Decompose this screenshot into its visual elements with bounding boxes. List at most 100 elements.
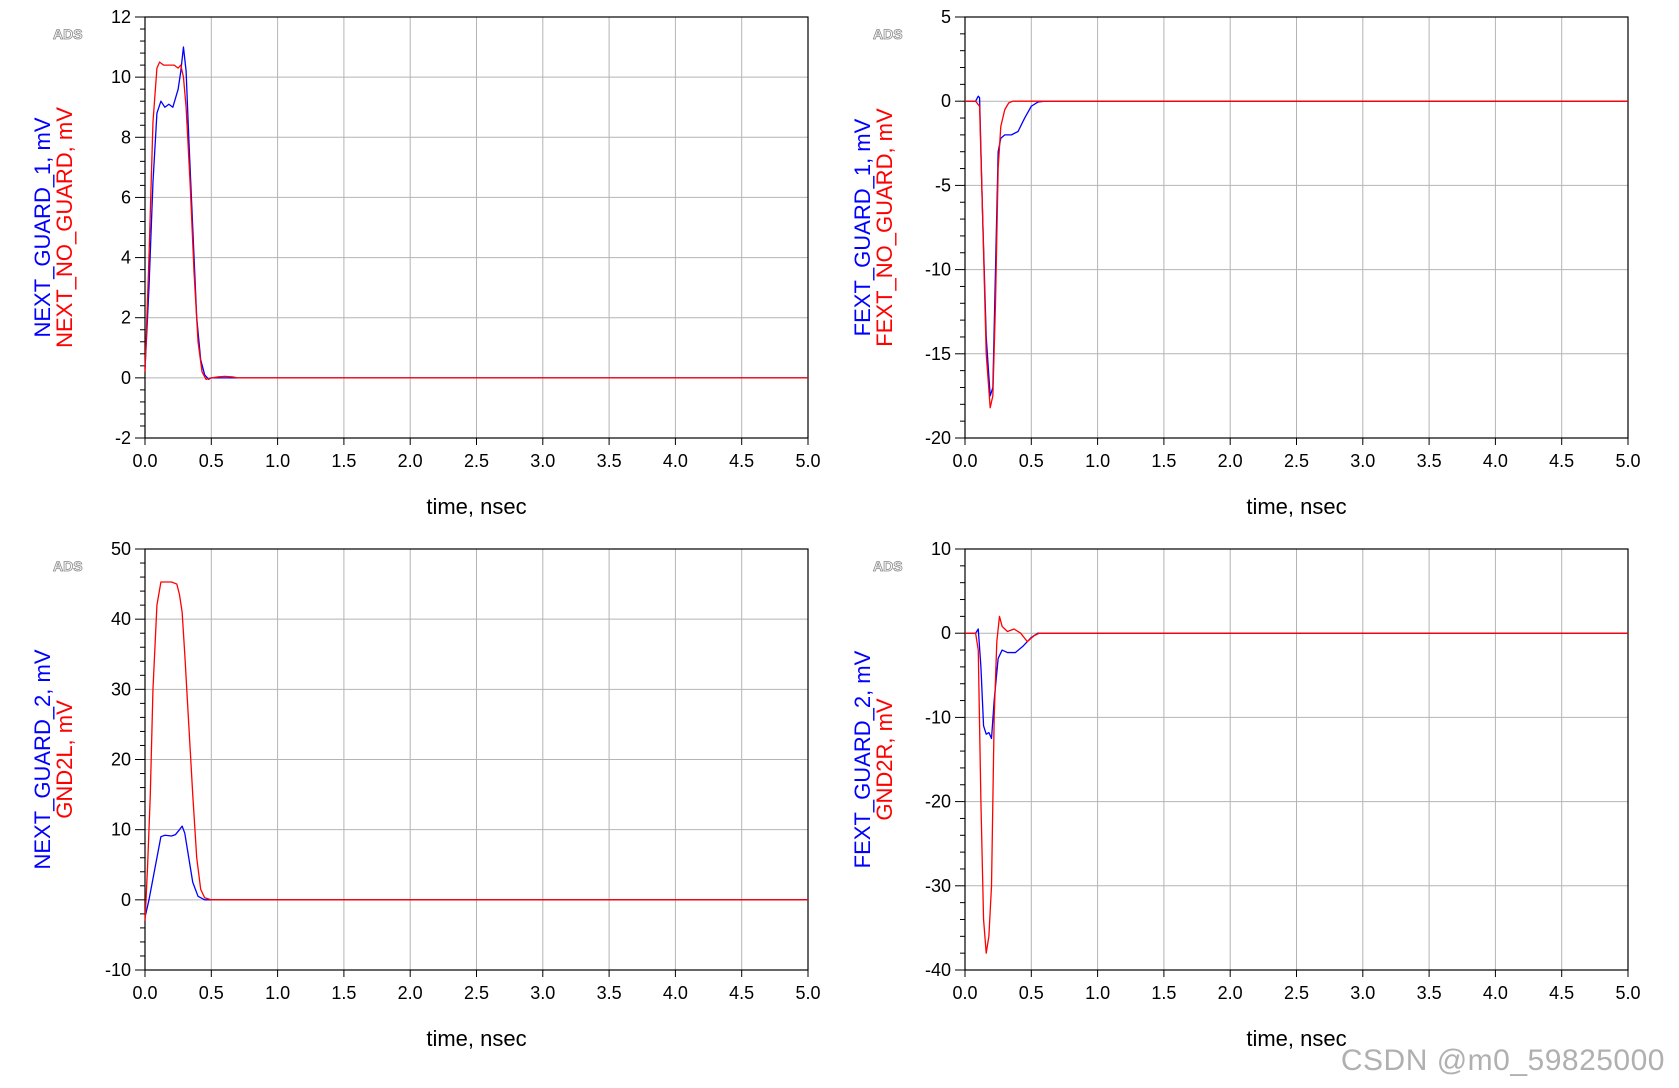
x-tick-label: 4.5 bbox=[1549, 983, 1574, 1003]
x-tick-label: 3.0 bbox=[530, 451, 555, 471]
series-line-fext-no-guard bbox=[965, 100, 1628, 409]
x-tick-label: 0.0 bbox=[132, 983, 157, 1003]
x-tick-label: 1.0 bbox=[265, 451, 290, 471]
x-tick-label: 1.0 bbox=[1085, 983, 1110, 1003]
x-tick-label: 1.0 bbox=[1085, 451, 1110, 471]
x-tick-label: 2.0 bbox=[1218, 451, 1243, 471]
x-tick-label: 0.5 bbox=[199, 983, 224, 1003]
y-tick-label: 0 bbox=[121, 890, 131, 910]
y-tick-label: -20 bbox=[925, 428, 951, 448]
y-tick-label: 8 bbox=[121, 127, 131, 147]
series-line-next-no-guard bbox=[144, 61, 808, 381]
y-tick-label: 12 bbox=[111, 7, 131, 27]
x-tick-label: 4.5 bbox=[729, 983, 754, 1003]
y-tick-label: 0 bbox=[121, 368, 131, 388]
x-tick-label: 0.5 bbox=[1019, 983, 1044, 1003]
y-axis-label-1: NEXT_GUARD_1, mV bbox=[30, 117, 55, 337]
x-tick-label: 3.5 bbox=[1417, 451, 1442, 471]
y-tick-label: -30 bbox=[925, 876, 951, 896]
y-axis-label-1: FEXT_GUARD_1, mV bbox=[850, 118, 875, 336]
y-tick-label: -5 bbox=[935, 175, 951, 195]
ads-logo: ADS bbox=[53, 558, 83, 574]
y-tick-label: -40 bbox=[925, 960, 951, 980]
y-tick-label: -20 bbox=[925, 792, 951, 812]
y-axis-label-2: FEXT_NO_GUARD, mV bbox=[872, 108, 897, 347]
x-tick-label: 3.5 bbox=[1417, 983, 1442, 1003]
x-tick-label: 5.0 bbox=[795, 983, 820, 1003]
x-tick-label: 4.5 bbox=[729, 451, 754, 471]
x-tick-label: 2.0 bbox=[398, 983, 423, 1003]
x-tick-label: 2.5 bbox=[464, 983, 489, 1003]
y-tick-label: -10 bbox=[105, 960, 131, 980]
x-tick-label: 2.0 bbox=[1218, 983, 1243, 1003]
x-axis-label: time, nsec bbox=[426, 494, 526, 519]
y-axis-label-2: NEXT_NO_GUARD, mV bbox=[52, 107, 77, 348]
csdn-watermark: CSDN @m0_59825000 bbox=[1340, 1044, 1665, 1077]
chart-panel-4: -40 -30 -20 -10 0 10 0.0 0.5 1.0 1.5 2.0 2.5 3.0 3.5 4… bbox=[850, 539, 1641, 1051]
x-tick-label: 3.5 bbox=[597, 451, 622, 471]
x-tick-label: 0.0 bbox=[132, 451, 157, 471]
x-tick-label: 1.5 bbox=[1151, 451, 1176, 471]
y-tick-label: 4 bbox=[121, 248, 131, 268]
y-tick-label: 10 bbox=[111, 820, 131, 840]
x-tick-label: 2.5 bbox=[464, 451, 489, 471]
x-tick-label: 4.0 bbox=[663, 451, 688, 471]
grid bbox=[965, 549, 1628, 970]
x-tick-label: 1.5 bbox=[331, 451, 356, 471]
x-tick-label: 5.0 bbox=[1615, 451, 1640, 471]
y-tick-label: 30 bbox=[111, 679, 131, 699]
chart-panel-3: -10 0 10 20 30 40 50 0.0 0.5 1.0 1.5 2.0 2.5 3.0 3.5 4.… bbox=[30, 539, 821, 1051]
chart-panel-2: -20 -15 -10 -5 0 5 0.0 0.5 1.0 1.5 2.0 2.5 3.0 3.5 4.0… bbox=[850, 7, 1641, 519]
x-tick-label: 1.5 bbox=[1151, 983, 1176, 1003]
series-line-fext-guard-1 bbox=[965, 95, 1628, 397]
plot-frame bbox=[144, 548, 809, 971]
grid bbox=[145, 549, 808, 970]
x-tick-label: 2.0 bbox=[398, 451, 423, 471]
plot-frame bbox=[144, 16, 809, 439]
y-tick-label: -2 bbox=[115, 428, 131, 448]
x-tick-label: 4.0 bbox=[1483, 451, 1508, 471]
y-tick-label: 10 bbox=[931, 539, 951, 559]
x-tick-label: 3.0 bbox=[530, 983, 555, 1003]
y-tick-label: 40 bbox=[111, 609, 131, 629]
y-tick-label: 2 bbox=[121, 308, 131, 328]
y-tick-label: -15 bbox=[925, 344, 951, 364]
x-tick-label: 3.5 bbox=[597, 983, 622, 1003]
x-tick-label: 4.0 bbox=[1483, 983, 1508, 1003]
x-tick-label: 4.0 bbox=[663, 983, 688, 1003]
x-tick-label: 5.0 bbox=[795, 451, 820, 471]
y-tick-label: 10 bbox=[111, 67, 131, 87]
x-axis-label: time, nsec bbox=[1246, 494, 1346, 519]
ads-logo: ADS bbox=[873, 26, 903, 42]
x-tick-label: 5.0 bbox=[1615, 983, 1640, 1003]
y-tick-label: 0 bbox=[941, 91, 951, 111]
x-tick-label: 0.5 bbox=[1019, 451, 1044, 471]
plot-frame bbox=[964, 548, 1629, 971]
x-tick-label: 0.0 bbox=[952, 451, 977, 471]
grid bbox=[965, 17, 1628, 438]
y-tick-label: 5 bbox=[941, 7, 951, 27]
x-tick-label: 4.5 bbox=[1549, 451, 1574, 471]
y-tick-label: 20 bbox=[111, 750, 131, 770]
y-tick-label: 0 bbox=[941, 623, 951, 643]
y-tick-label: -10 bbox=[925, 260, 951, 280]
x-tick-label: 0.0 bbox=[952, 983, 977, 1003]
y-axis-label-2: GND2R, mV bbox=[872, 698, 897, 821]
x-tick-label: 1.0 bbox=[265, 983, 290, 1003]
x-tick-label: 1.5 bbox=[331, 983, 356, 1003]
grid bbox=[145, 17, 808, 438]
y-tick-label: 6 bbox=[121, 187, 131, 207]
y-axis-label-1: FEXT_GUARD_2, mV bbox=[850, 650, 875, 868]
y-axis-label-1: NEXT_GUARD_2, mV bbox=[30, 649, 55, 869]
x-axis-label: time, nsec bbox=[426, 1026, 526, 1051]
ads-logo: ADS bbox=[873, 558, 903, 574]
chart-panel-1: -2 0 2 4 6 8 10 12 0.0 0.5 1.0 1.5 2.0 2.5 3.0 3.5 4.0 4.… bbox=[30, 7, 821, 519]
plot-frame bbox=[964, 16, 1629, 439]
x-tick-label: 0.5 bbox=[199, 451, 224, 471]
x-tick-label: 3.0 bbox=[1350, 451, 1375, 471]
x-axis-label: time, nsec bbox=[1246, 1026, 1346, 1051]
x-tick-label: 2.5 bbox=[1284, 451, 1309, 471]
y-axis-label-2: GND2L, mV bbox=[52, 700, 77, 819]
y-tick-label: -10 bbox=[925, 707, 951, 727]
